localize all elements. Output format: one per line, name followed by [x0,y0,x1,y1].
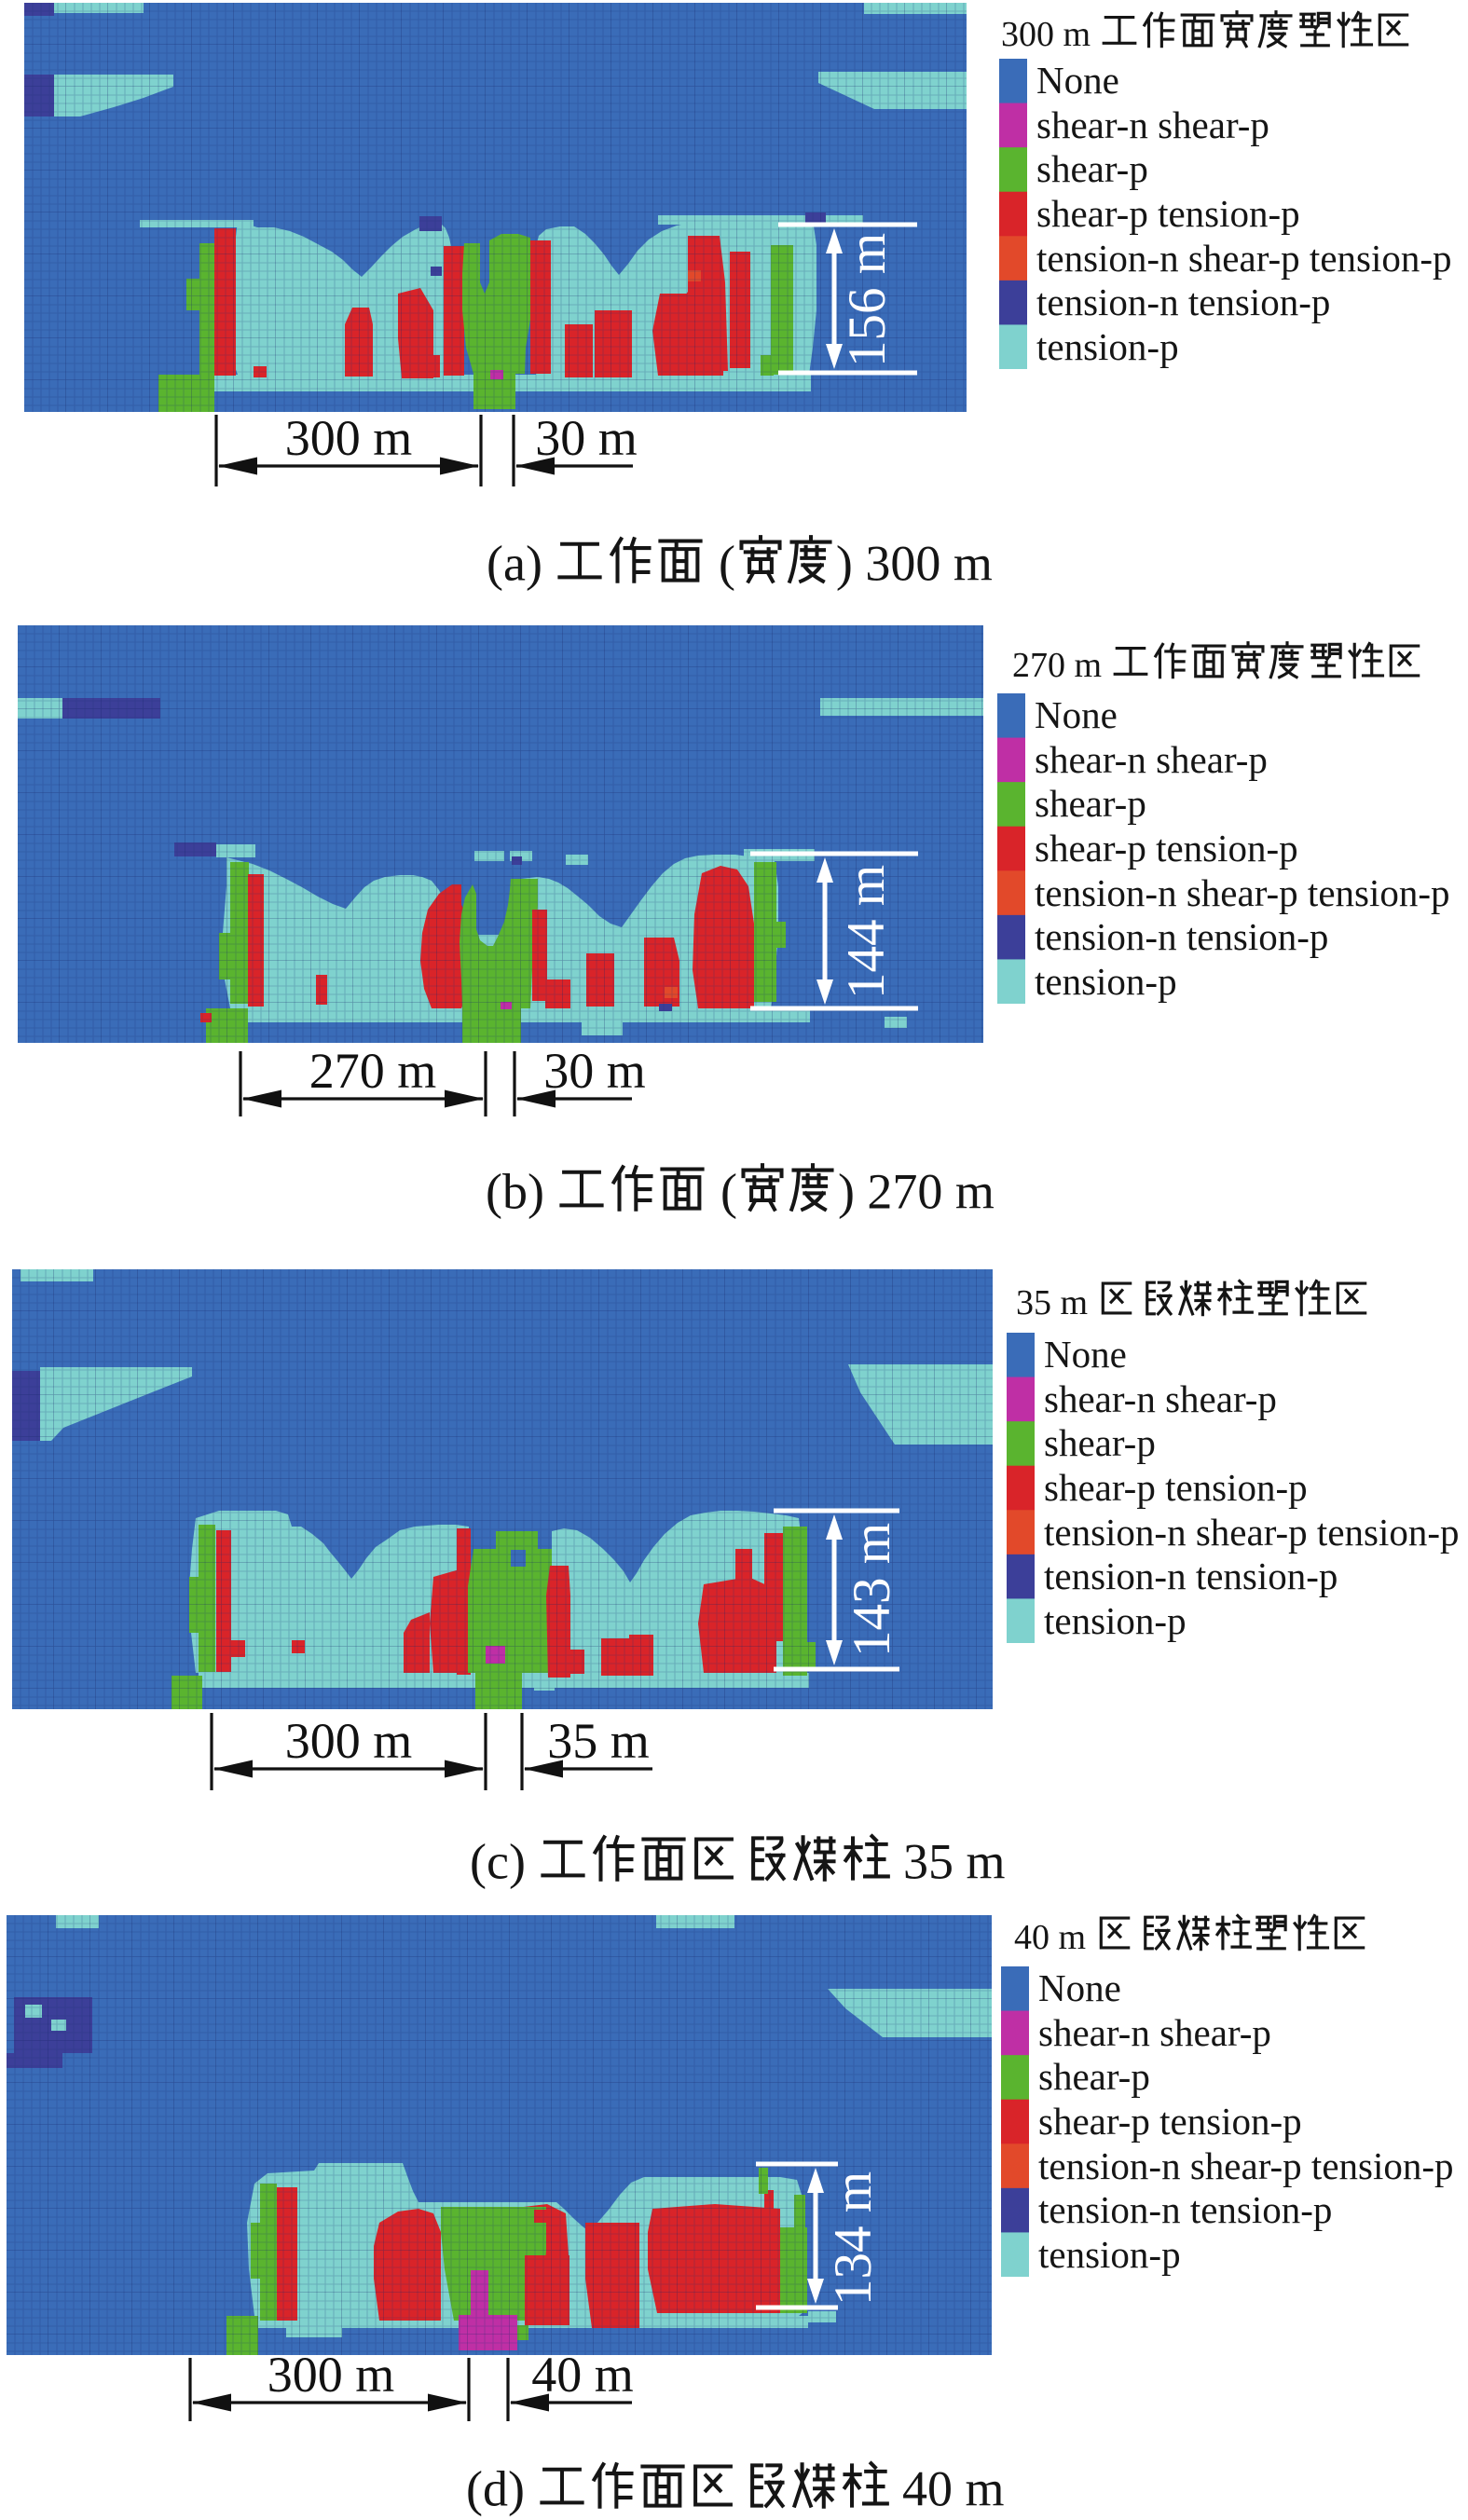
svg-text:300 m: 300 m [285,1713,413,1769]
svg-text:156 m: 156 m [838,233,897,367]
svg-text:30 m: 30 m [535,410,638,466]
svg-text:40 m: 40 m [531,2347,634,2403]
svg-text:30 m: 30 m [543,1043,646,1099]
svg-text:144 m: 144 m [837,865,896,999]
svg-text:300 m: 300 m [285,410,413,466]
svg-text:300 m: 300 m [268,2347,395,2403]
svg-text:134 m: 134 m [824,2171,883,2306]
svg-text:270 m: 270 m [309,1043,437,1099]
svg-text:35 m: 35 m [547,1713,650,1769]
svg-text:143 m: 143 m [843,1523,901,1657]
